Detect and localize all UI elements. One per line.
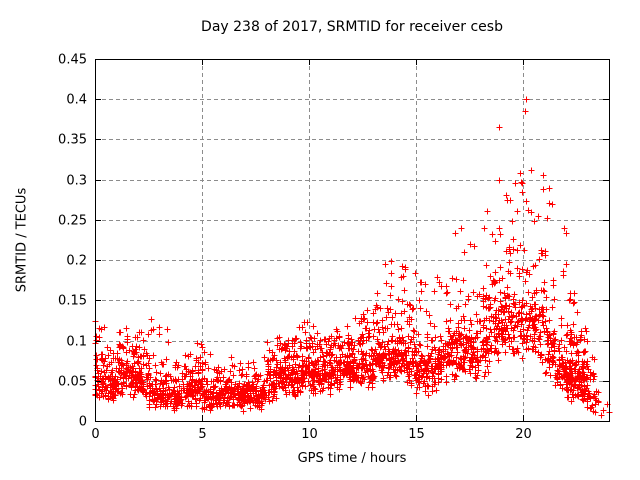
y-tick-label: 0.45 <box>58 53 87 68</box>
axes-frame <box>95 59 610 422</box>
x-tick-label: 20 <box>515 427 532 442</box>
x-tick-label: 0 <box>91 427 99 442</box>
y-tick-label: 0.25 <box>58 214 87 229</box>
x-tick-label: 5 <box>198 427 206 442</box>
y-tick-label: 0 <box>79 415 87 430</box>
x-tick-label: 10 <box>301 427 318 442</box>
tick-labels: 0 5 10 15 20 0 0.05 0.1 0.15 0.2 0.25 0.3 0.35 0.4 0.4… <box>58 53 532 443</box>
x-tick-label: 15 <box>408 427 425 442</box>
y-tick-label: 0.05 <box>58 375 87 390</box>
y-tick-label: 0.3 <box>66 174 87 189</box>
y-tick-label: 0.2 <box>66 254 87 269</box>
y-tick-label: 0.15 <box>58 294 87 309</box>
chart-title: Day 238 of 2017, SRMTID for receiver ces… <box>201 19 503 35</box>
scatter-points-srmtid <box>92 96 613 419</box>
y-tick-label: 0.4 <box>66 93 87 108</box>
x-axis-title: GPS time / hours <box>297 451 407 466</box>
y-tick-label: 0.1 <box>66 335 87 350</box>
y-tick-label: 0.35 <box>58 133 87 148</box>
